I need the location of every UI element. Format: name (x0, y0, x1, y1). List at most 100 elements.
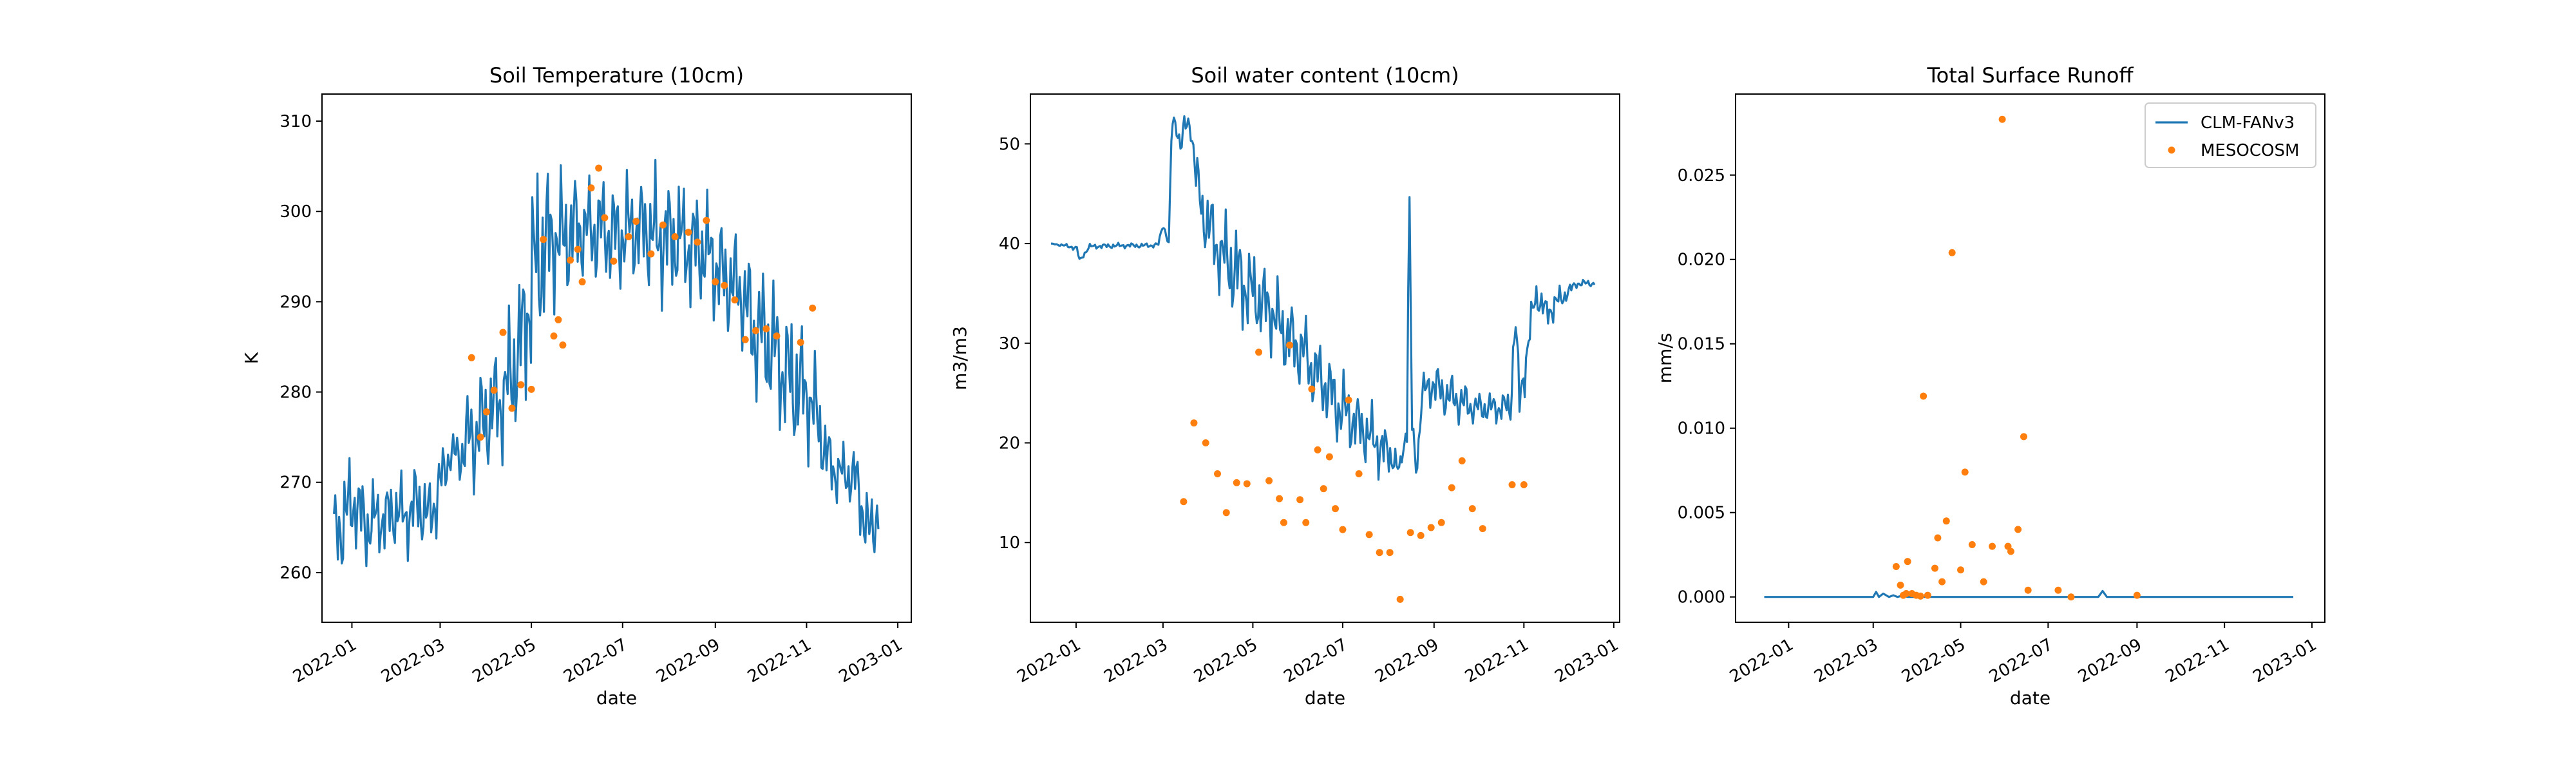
chart-title: Soil water content (10cm) (1191, 63, 1459, 88)
mesocosm-point (1417, 531, 1425, 539)
mesocosm-point (468, 354, 475, 361)
mesocosm-point (550, 332, 558, 340)
mesocosm-point (601, 214, 609, 222)
y-tick-label: 0.025 (1678, 166, 1725, 186)
mesocosm-point (721, 282, 728, 289)
mesocosm-point (2067, 593, 2075, 601)
legend: CLM-FANv3 MESOCOSM (2145, 102, 2316, 168)
y-tick-label: 10 (999, 533, 1020, 553)
y-tick-label: 270 (279, 473, 312, 493)
mesocosm-point (797, 338, 804, 346)
mesocosm-point (712, 278, 719, 286)
x-tick-label: 2022-01 (1727, 635, 1797, 687)
y-tick-label: 0.005 (1678, 504, 1725, 523)
x-tick-label: 2022-01 (290, 635, 360, 687)
mesocosm-point (809, 304, 817, 312)
x-tick-label: 2022-03 (1101, 635, 1171, 687)
x-tick-label: 2023-01 (836, 635, 906, 687)
mesocosm-point (1961, 468, 1969, 476)
mesocosm-point (1376, 549, 1383, 557)
mesocosm-point (762, 325, 770, 332)
mesocosm-point (1222, 509, 1230, 517)
mesocosm-point (1345, 396, 1352, 404)
mesocosm-point (1897, 581, 1904, 589)
chart-panel-3: 0.000 0.005 0.010 0.015 0.020 0.025 2022-01 202… (1654, 63, 2325, 709)
mesocosm-point (1320, 485, 1327, 493)
mesocosm-point (1202, 439, 1209, 447)
mesocosm-point (1406, 529, 1414, 537)
mesocosm-point (490, 386, 498, 394)
x-tick-label: 2023-01 (2249, 635, 2320, 687)
mesocosm-point (554, 316, 562, 323)
mesocosm-point (610, 257, 618, 265)
mesocosm-point (1339, 526, 1347, 533)
y-tick-label: 50 (999, 135, 1020, 154)
mesocosm-point (2020, 433, 2027, 441)
y-tick-label: 260 (279, 564, 312, 583)
x-tick-label: 2022-09 (1372, 635, 1442, 687)
x-tick-label: 2022-01 (1014, 635, 1084, 687)
y-tick-label: 310 (279, 112, 312, 131)
mesocosm-point (2007, 548, 2014, 555)
x-tick-label: 2022-05 (469, 635, 540, 687)
mesocosm-point (632, 218, 640, 225)
y-axis-label: m3/m3 (949, 326, 971, 390)
mesocosm-point (685, 228, 692, 236)
mesocosm-point (671, 233, 679, 240)
x-tick-label: 2022-05 (1191, 635, 1261, 687)
mesocosm-point (477, 434, 484, 441)
mesocosm-point (1280, 519, 1287, 526)
x-tick-label: 2022-11 (1462, 635, 1532, 687)
mesocosm-point (2133, 591, 2141, 599)
mesocosm-point (1980, 578, 1987, 586)
series-line-clm-fanv3 (333, 158, 880, 568)
mesocosm-point (1233, 479, 1240, 486)
mesocosm-point (482, 408, 490, 415)
mesocosm-point (1931, 564, 1938, 572)
mesocosm-point (1902, 589, 1910, 597)
x-axis-label: date (1305, 687, 1345, 709)
x-tick-label: 2022-07 (1986, 635, 2056, 687)
x-tick-label: 2023-01 (1551, 635, 1622, 687)
axes-frame (1735, 93, 2325, 623)
mesocosm-point (567, 256, 574, 264)
legend-label: MESOCOSM (2201, 141, 2299, 160)
mesocosm-point (1448, 484, 1455, 491)
axes-frame (321, 93, 912, 623)
x-axis-label: date (2010, 687, 2050, 709)
mesocosm-point (647, 250, 655, 258)
x-tick-label: 2022-03 (1811, 635, 1881, 687)
x-tick-label: 2022-07 (1280, 635, 1350, 687)
mesocosm-point (1458, 457, 1466, 464)
mesocosm-point (694, 238, 701, 246)
mesocosm-point (2054, 586, 2062, 594)
chart-title: Total Surface Runoff (1927, 63, 2134, 88)
mesocosm-point (773, 332, 781, 340)
mesocosm-point (1920, 392, 1927, 400)
series-line-clm-fanv3 (1764, 589, 2293, 598)
mesocosm-point (1924, 591, 1931, 599)
mesocosm-point (1325, 453, 1333, 461)
legend-label: CLM-FANv3 (2201, 113, 2295, 133)
y-tick-label: 0.010 (1678, 419, 1725, 439)
mesocosm-point (1214, 470, 1222, 477)
mesocosm-point (1302, 519, 1310, 526)
mesocosm-point (540, 236, 547, 243)
x-tick-label: 2022-09 (653, 635, 723, 687)
mesocosm-point (1968, 540, 1976, 548)
mesocosm-point (1942, 517, 1950, 525)
mesocosm-point (1365, 531, 1373, 539)
legend-point-swatch (2168, 146, 2175, 154)
mesocosm-point (625, 233, 632, 240)
y-tick-label: 290 (279, 292, 312, 312)
chart-panel-2: 10 20 30 40 50 2022-01 2022-03 2022-05 2022-07 20… (949, 63, 1622, 709)
mesocosm-point (1508, 481, 1516, 488)
mesocosm-point (1396, 595, 1404, 603)
mesocosm-point (1948, 249, 1956, 256)
mesocosm-point (659, 221, 667, 229)
y-tick-label: 40 (999, 234, 1020, 254)
y-tick-label: 20 (999, 434, 1020, 453)
mesocosm-point (1998, 115, 2006, 123)
mesocosm-point (517, 381, 525, 388)
mesocosm-point (1892, 563, 1900, 571)
